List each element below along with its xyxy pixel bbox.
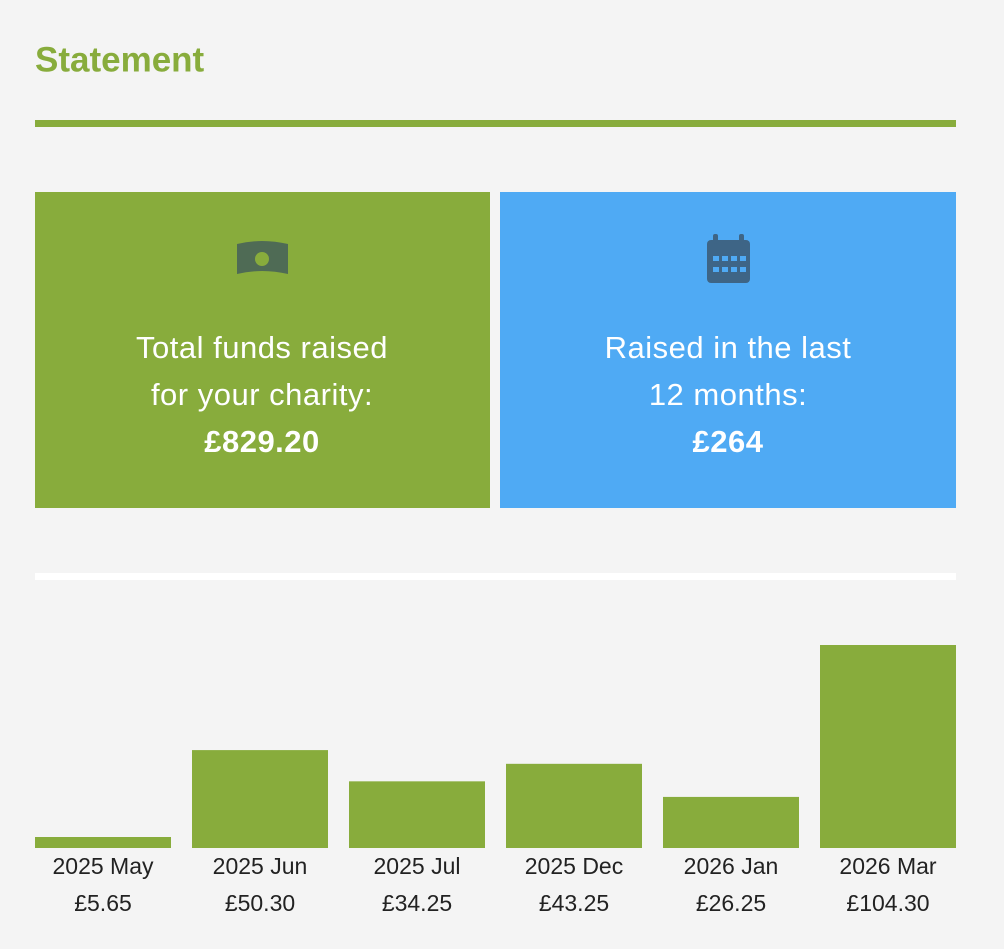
- bar: [820, 645, 956, 848]
- card-label: for your charity:: [151, 377, 373, 412]
- divider: [35, 120, 956, 127]
- title: Statement: [35, 40, 205, 79]
- value-label: £34.25: [382, 890, 452, 916]
- chart: 2025 May £5.65 2025 Jun £50.30 2025 Jul £34.2…: [35, 645, 956, 916]
- bar: [506, 763, 642, 848]
- x-tick-label: 2025 Dec: [525, 853, 623, 879]
- x-tick-label: 2026 Mar: [839, 853, 937, 879]
- bar: [349, 781, 485, 848]
- value-label: £26.25: [696, 890, 766, 916]
- value-label: £43.25: [539, 890, 609, 916]
- calendar-icon: [707, 234, 750, 283]
- card-amount: £829.20: [204, 424, 320, 459]
- value-label: £104.30: [846, 890, 929, 916]
- money-icon: [237, 241, 288, 274]
- value-label: £50.30: [225, 890, 295, 916]
- bar: [35, 837, 171, 848]
- x-tick-label: 2025 Jun: [213, 853, 308, 879]
- bar: [663, 796, 799, 848]
- separator: [35, 573, 956, 580]
- bar: [192, 750, 328, 848]
- card-label: 12 months:: [649, 377, 807, 412]
- value-label: £5.65: [74, 890, 132, 916]
- x-tick-label: 2026 Jan: [684, 853, 779, 879]
- x-tick-label: 2025 Jul: [374, 853, 461, 879]
- card-amount: £264: [693, 424, 764, 459]
- card-label: Raised in the last: [605, 330, 852, 365]
- card-label: Total funds raised: [136, 330, 388, 365]
- x-tick-label: 2025 May: [52, 853, 154, 879]
